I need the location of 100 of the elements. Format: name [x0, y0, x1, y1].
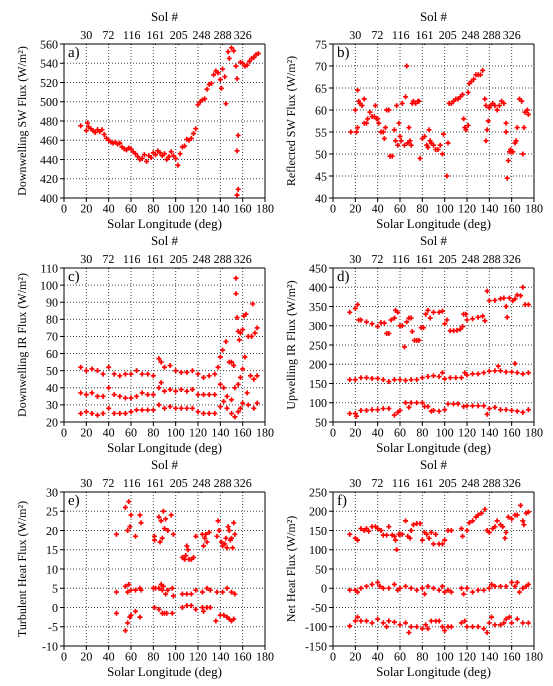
x2-tick-label: 205: [438, 252, 457, 266]
x-tick-label: 0: [330, 650, 336, 664]
x-tick-label: 60: [394, 202, 406, 216]
x2-tick-label: 326: [502, 28, 521, 42]
x-tick-label: 120: [458, 426, 476, 440]
y-tick-label: 40: [315, 191, 327, 206]
y-tick-label: 50: [315, 562, 327, 576]
x2-tick-label: 288: [482, 476, 501, 490]
x-tick-label: 100: [166, 426, 185, 440]
x2-tick-label: 161: [146, 28, 165, 42]
y-tick-label: 30: [46, 485, 58, 500]
x2-axis-title: Sol #: [420, 9, 448, 24]
y-tick-label: 100: [40, 278, 58, 292]
y-tick-label: 420: [40, 172, 58, 186]
x-tick-label: 140: [211, 650, 230, 664]
x-tick-label: 100: [436, 426, 454, 440]
y-tick-label: -100: [305, 620, 327, 634]
x2-tick-label: 72: [102, 476, 114, 490]
x-tick-label: 140: [211, 202, 230, 216]
x-tick-label: 20: [80, 202, 92, 216]
y-tick-label: 250: [309, 485, 327, 500]
y-tick-label: 20: [46, 524, 58, 538]
x-tick-label: 80: [147, 650, 160, 664]
x2-tick-label: 30: [349, 252, 362, 266]
x2-tick-label: 72: [102, 28, 114, 42]
x-tick-label: 60: [125, 650, 137, 664]
x2-tick-label: 326: [502, 476, 521, 490]
x-axis-title: Solar Longitude (deg): [376, 440, 491, 455]
x-tick-label: 80: [147, 426, 160, 440]
y-tick-label: 500: [40, 95, 58, 110]
x-tick-label: 40: [102, 650, 115, 664]
y-tick-label: -10: [42, 639, 58, 654]
x2-tick-label: 161: [416, 28, 434, 42]
y-tick-label: 65: [315, 81, 327, 96]
x-tick-label: 60: [125, 426, 137, 440]
x-tick-label: 100: [166, 650, 185, 664]
x-tick-label: 120: [189, 650, 207, 664]
x2-tick-label: 30: [80, 28, 92, 42]
y-tick-label: 150: [309, 524, 327, 538]
y-tick-label: 90: [46, 295, 58, 310]
x2-axis-title: Sol #: [420, 457, 448, 472]
x-tick-label: 80: [416, 650, 428, 664]
y-tick-label: 25: [46, 504, 58, 519]
x2-tick-label: 248: [462, 28, 480, 42]
y-axis-title: Turbulent Heat Flux (W/m²): [15, 500, 29, 638]
x2-tick-label: 116: [392, 28, 410, 42]
x2-tick-label: 116: [122, 28, 140, 42]
y-tick-label: 150: [309, 376, 327, 391]
y-tick-label: 60: [315, 103, 327, 118]
x-tick-label: 180: [525, 426, 543, 440]
x2-tick-label: 326: [234, 28, 252, 42]
x-axis-title: Solar Longitude (deg): [107, 664, 222, 679]
x2-tick-label: 248: [192, 476, 211, 490]
x-axis-title: Solar Longitude (deg): [376, 664, 491, 679]
x2-tick-label: 116: [392, 476, 410, 490]
x-tick-label: 60: [394, 426, 406, 440]
y-tick-label: 0: [321, 582, 327, 596]
x-tick-label: 180: [525, 650, 543, 664]
x2-axis-title: Sol #: [150, 457, 179, 472]
x-axis-title: Solar Longitude (deg): [107, 440, 222, 455]
y-tick-label: 55: [315, 125, 327, 140]
x2-axis-title: Sol #: [150, 233, 179, 248]
y-tick-label: 60: [46, 346, 58, 361]
x2-tick-label: 30: [349, 476, 362, 490]
x-tick-label: 120: [458, 202, 476, 216]
x-axis-title: Solar Longitude (deg): [107, 216, 222, 231]
x-tick-label: 160: [502, 650, 521, 664]
x2-tick-label: 248: [192, 28, 211, 42]
y-tick-label: 350: [309, 300, 327, 314]
x-tick-label: 20: [349, 650, 362, 664]
y-tick-label: 80: [46, 312, 58, 327]
x-tick-label: 160: [502, 426, 521, 440]
x-tick-label: 180: [256, 202, 274, 216]
x-tick-label: 140: [480, 426, 498, 440]
y-tick-label: 200: [309, 504, 327, 519]
x2-tick-label: 72: [371, 252, 384, 266]
x2-axis-title: Sol #: [420, 233, 448, 248]
x2-tick-label: 72: [371, 28, 384, 42]
x-tick-label: 20: [349, 202, 362, 216]
x2-tick-label: 205: [170, 476, 188, 490]
x-tick-label: 140: [480, 650, 498, 664]
x2-tick-label: 72: [371, 476, 384, 490]
x-tick-label: 120: [189, 202, 207, 216]
x-tick-label: 100: [166, 202, 185, 216]
y-tick-label: 200: [309, 358, 327, 372]
x-tick-label: 80: [416, 426, 428, 440]
y-tick-label: 30: [46, 398, 58, 412]
y-tick-label: 460: [40, 134, 58, 148]
x-tick-label: 180: [256, 650, 274, 664]
y-axis-title: Downwelling SW Flux (W/m²): [15, 46, 29, 196]
y-tick-label: 100: [309, 543, 327, 558]
x-tick-label: 0: [330, 202, 336, 216]
x-tick-label: 80: [416, 202, 428, 216]
x-tick-label: 0: [330, 426, 336, 440]
x-tick-label: 20: [349, 426, 362, 440]
x-tick-label: 160: [234, 650, 252, 664]
x2-tick-label: 205: [170, 28, 188, 42]
y-tick-label: -50: [311, 600, 327, 615]
x2-tick-label: 30: [349, 28, 362, 42]
x-tick-label: 120: [189, 426, 207, 440]
